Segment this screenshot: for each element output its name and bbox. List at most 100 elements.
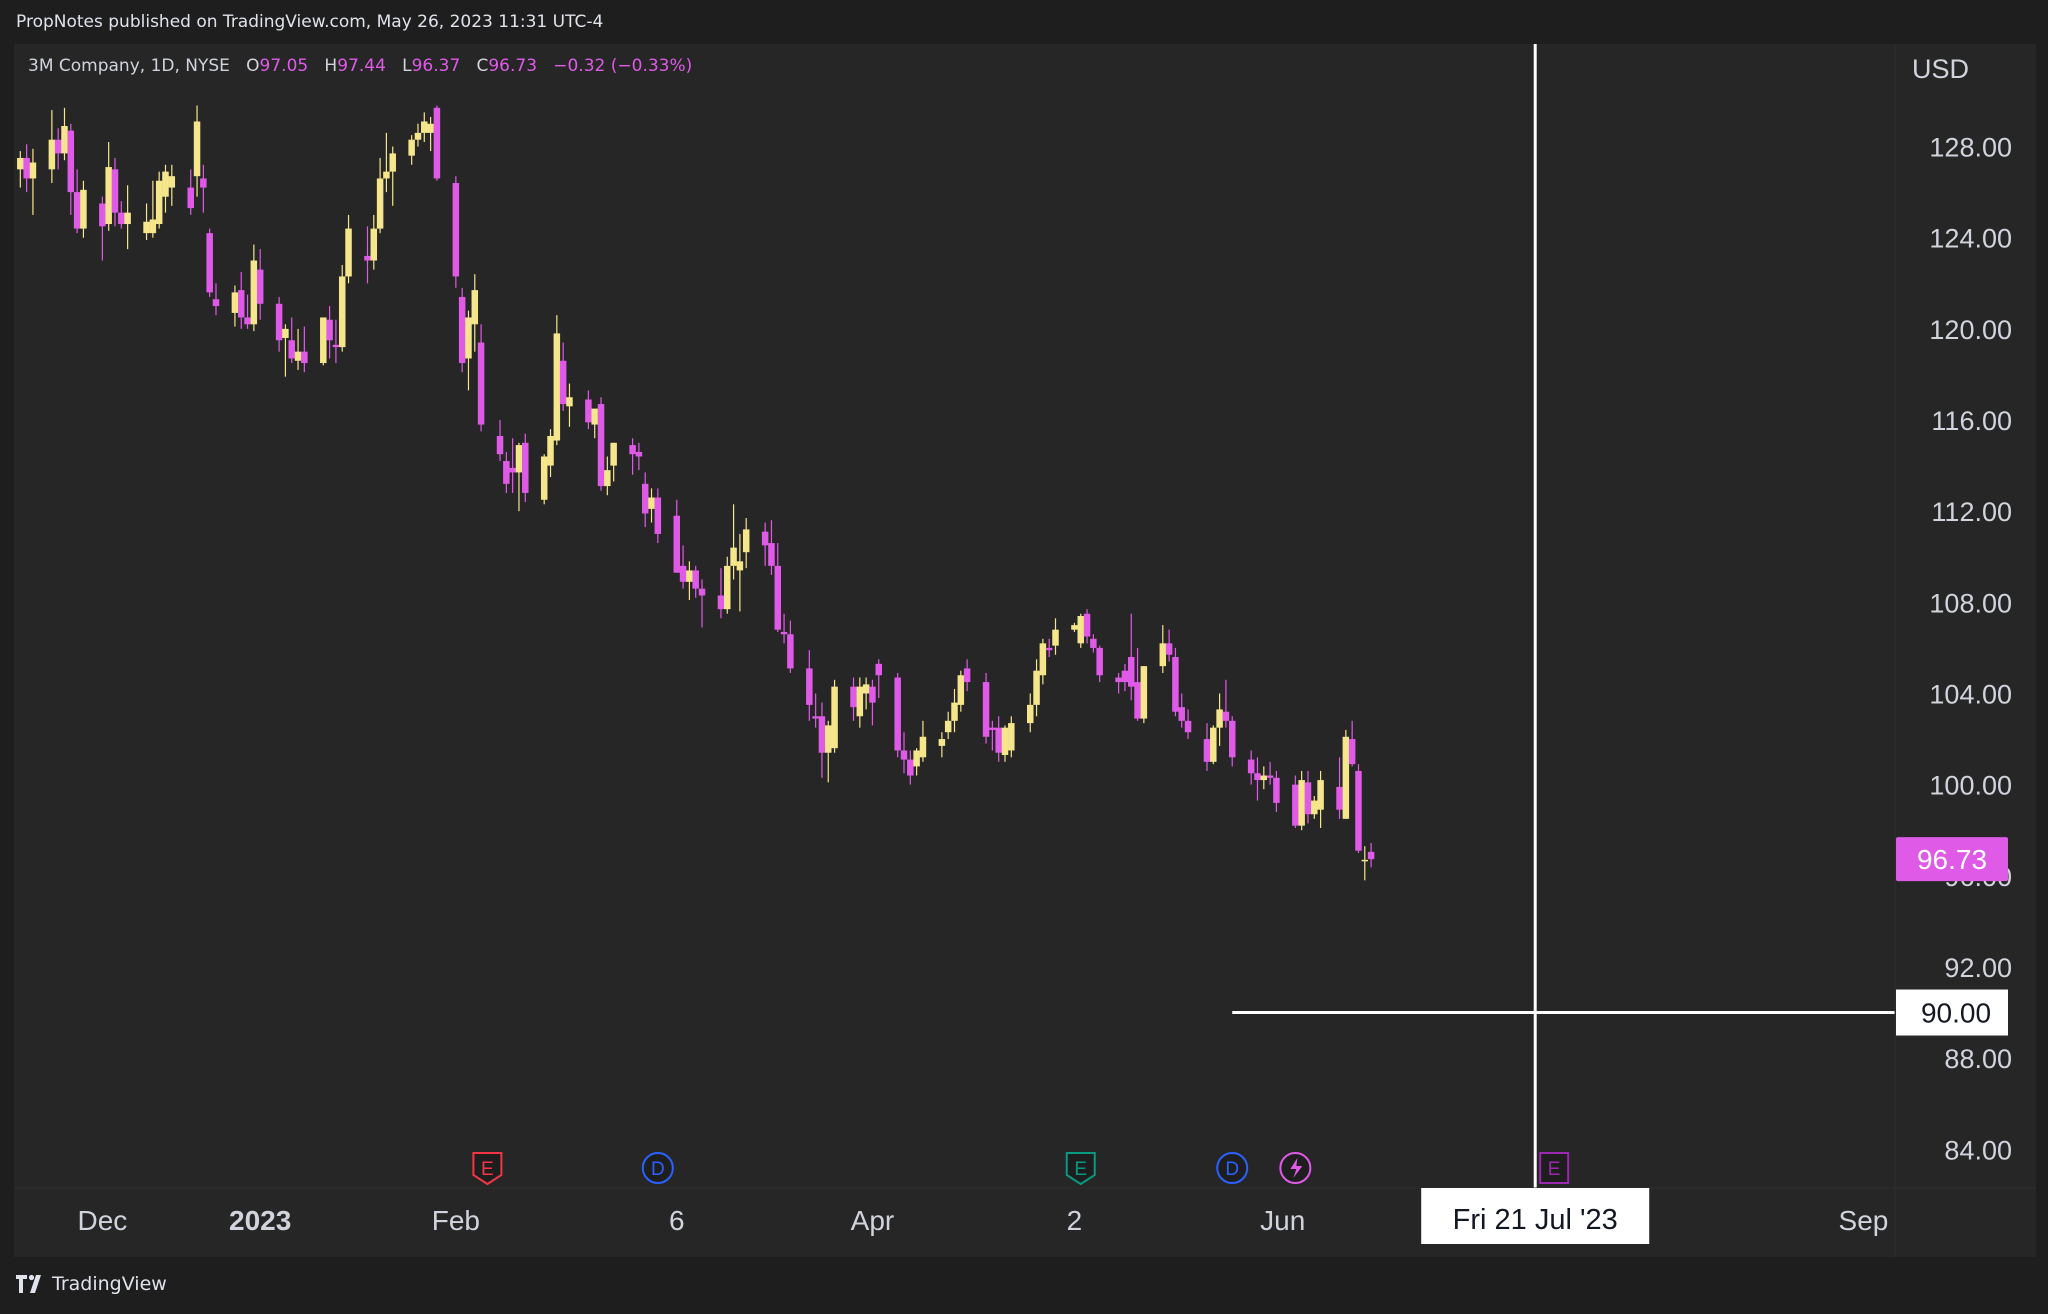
candle (1090, 634, 1097, 653)
candle-body (894, 677, 901, 751)
y-tick-label: 92.00 (1944, 953, 2012, 983)
y-tick-label: 88.00 (1944, 1044, 2012, 1074)
candle-body (698, 588, 706, 596)
high-label: H (324, 56, 338, 76)
candle (1311, 796, 1318, 819)
candle (256, 249, 264, 320)
candle (736, 533, 744, 612)
candle (522, 433, 529, 503)
candle (288, 317, 295, 364)
event-marker-letter: E (481, 1159, 494, 1180)
candle-body (1304, 782, 1312, 815)
candle-body (1165, 643, 1173, 655)
candle (427, 116, 434, 152)
candle-body (1077, 616, 1084, 644)
candle (73, 169, 81, 234)
candle (509, 438, 516, 493)
y-tick-label: 108.00 (1929, 588, 2012, 618)
candle (654, 488, 662, 544)
candle-body (256, 269, 264, 304)
candle-body (806, 668, 813, 705)
candle-body (679, 565, 687, 582)
candle-body (585, 399, 592, 423)
tradingview-logo[interactable]: TradingView (16, 1273, 167, 1295)
candle-body (288, 340, 295, 359)
candle-body (250, 260, 258, 325)
event-marker-D[interactable]: D (1216, 1152, 1249, 1184)
y-tick-label: 112.00 (1931, 497, 2012, 527)
candle (149, 180, 157, 238)
x-tick-label: Apr (851, 1205, 895, 1236)
candle-body (408, 139, 415, 156)
candle (1184, 709, 1192, 740)
candle-body (320, 317, 327, 364)
candle-body (206, 233, 213, 293)
candle (907, 750, 914, 785)
candle-body (1008, 723, 1015, 751)
candle (187, 169, 194, 215)
candle (111, 157, 119, 227)
candle-body (774, 565, 782, 630)
candle (332, 319, 340, 364)
publish-line: PropNotes published on TradingView.com, … (16, 12, 604, 32)
event-marker-D[interactable]: D (641, 1152, 674, 1184)
candle-body (1045, 647, 1053, 651)
candle-body (730, 547, 737, 566)
event-marker-E[interactable]: E (1539, 1152, 1570, 1184)
price-scale: USD84.0088.0092.0096.00100.00104.00108.0… (1894, 44, 2012, 1257)
candle-body (553, 333, 561, 441)
candle (452, 176, 460, 288)
candle (1247, 750, 1255, 785)
candle-body (907, 759, 914, 776)
candle (730, 504, 737, 580)
event-marker-letter: D (651, 1159, 665, 1180)
candle-body (1026, 704, 1034, 724)
event-marker-split[interactable] (1279, 1152, 1312, 1184)
candle (1121, 663, 1129, 692)
close-value: 96.73 (488, 56, 538, 76)
candle (629, 438, 636, 475)
candle (995, 716, 1002, 762)
candle (155, 171, 163, 229)
candle (414, 123, 422, 147)
candle (458, 287, 466, 373)
candle-body (540, 456, 548, 500)
candle-body (635, 451, 643, 457)
candle (345, 214, 352, 284)
candle (604, 456, 611, 496)
candle-body (231, 292, 239, 313)
candle (862, 677, 870, 710)
candle-body (1039, 643, 1047, 676)
candle (471, 274, 479, 352)
candle-body (522, 442, 529, 493)
candle-body (742, 529, 750, 553)
candle-body (654, 497, 662, 534)
candle-body (1203, 739, 1211, 762)
low-label: L (402, 56, 412, 76)
candle (1317, 770, 1324, 828)
candle (963, 659, 971, 692)
candle (1172, 647, 1179, 717)
candle-body (105, 167, 112, 225)
candle (1266, 761, 1274, 785)
candle-body (717, 595, 725, 610)
symbol-label[interactable]: 3M Company, 1D, NYSE (28, 56, 230, 76)
crosshair-layer (1232, 44, 1895, 1188)
candle-body (452, 183, 460, 277)
event-marker-square (1539, 1152, 1570, 1184)
event-marker-E[interactable]: E (1065, 1152, 1096, 1186)
candle-body (989, 727, 996, 730)
candle-body (761, 531, 769, 546)
tradingview-brand: TradingView (52, 1273, 167, 1295)
candle (1134, 647, 1141, 721)
candle (825, 720, 832, 783)
candle-body (673, 515, 681, 573)
candle-body (629, 445, 636, 455)
candle (1355, 764, 1362, 854)
candle (1008, 716, 1015, 758)
candle-body (951, 702, 958, 721)
event-marker-E[interactable]: E (472, 1152, 503, 1186)
candle (433, 105, 441, 181)
candle-body (1260, 775, 1268, 781)
